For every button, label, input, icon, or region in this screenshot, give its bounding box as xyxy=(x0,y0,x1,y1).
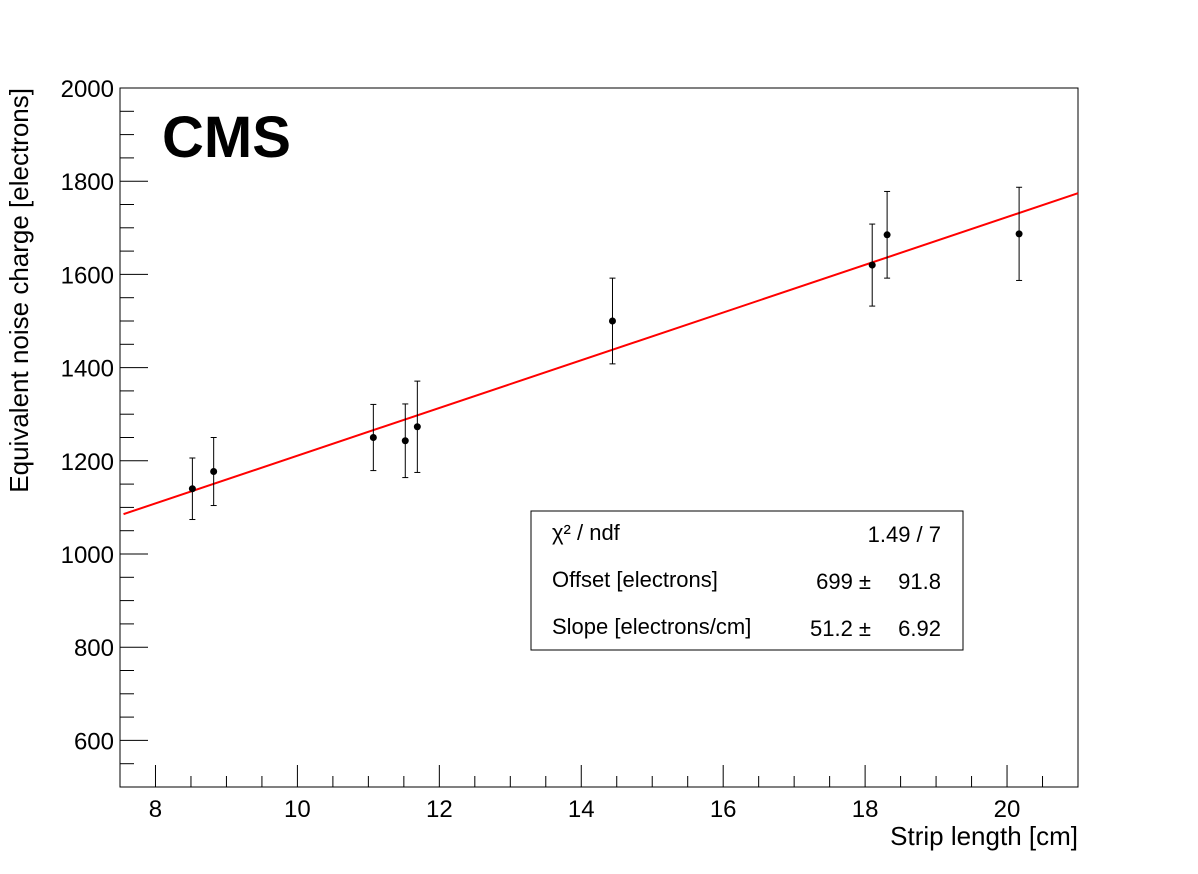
y-tick-label: 600 xyxy=(74,728,114,755)
stats-error-offset: 91.8 xyxy=(898,569,941,594)
point-marker xyxy=(369,434,377,441)
x-tick-label: 8 xyxy=(149,796,162,823)
y-tick-label: 1200 xyxy=(61,449,114,476)
tick-labels: 8 10 12 14 16 18 20 600 800 1000 1200 1400 1600 1800 2… xyxy=(61,76,1021,823)
data-point xyxy=(608,277,616,365)
x-tick-label: 10 xyxy=(284,796,311,823)
point-marker xyxy=(883,231,891,239)
stats-label-slope: Slope [electrons/cm] xyxy=(552,614,751,639)
y-tick-label: 1600 xyxy=(61,262,114,289)
y-tick-label: 1800 xyxy=(61,169,114,196)
data-point xyxy=(868,223,876,307)
y-tick-label: 1000 xyxy=(61,542,114,569)
data-point xyxy=(401,403,409,479)
y-tick-label: 2000 xyxy=(61,76,114,103)
plot-frame xyxy=(119,87,1079,788)
data-point xyxy=(883,190,891,279)
point-marker xyxy=(608,317,616,325)
data-point xyxy=(369,403,377,472)
data-points xyxy=(188,186,1023,521)
data-point xyxy=(1015,186,1023,281)
x-tick-label: 18 xyxy=(852,796,879,823)
x-tick-label: 14 xyxy=(568,796,595,823)
stats-label-offset: Offset [electrons] xyxy=(552,567,718,592)
stats-value-slope: 51.2 ± xyxy=(810,616,871,641)
x-tick-label: 16 xyxy=(710,796,737,823)
stats-value-chi2: 1.49 / 7 xyxy=(868,522,941,547)
point-marker xyxy=(868,261,876,269)
cms-label: CMS xyxy=(162,105,291,170)
stats-error-slope: 6.92 xyxy=(898,616,941,641)
point-marker xyxy=(210,468,218,476)
axis-ticks xyxy=(119,87,1079,788)
data-point xyxy=(413,380,421,473)
y-tick-label: 800 xyxy=(74,635,114,662)
x-tick-label: 12 xyxy=(426,796,453,823)
point-marker xyxy=(188,485,196,493)
x-tick-label: 20 xyxy=(994,796,1021,823)
point-marker xyxy=(413,423,421,431)
stats-box: χ² / ndf 1.49 / 7 Offset [electrons] 699… xyxy=(530,510,964,651)
y-tick-label: 1400 xyxy=(61,356,114,383)
fit-line xyxy=(123,192,1079,516)
point-marker xyxy=(1015,230,1023,238)
fit-line-group xyxy=(123,192,1079,516)
point-marker xyxy=(401,437,409,445)
y-axis-label: Equivalent noise charge [electrons] xyxy=(4,88,34,493)
stats-value-offset: 699 ± xyxy=(816,569,871,594)
x-axis-label: Strip length [cm] xyxy=(890,821,1078,851)
data-point xyxy=(210,437,218,507)
stats-label-chi2: χ² / ndf xyxy=(552,520,621,545)
data-point xyxy=(188,457,196,521)
